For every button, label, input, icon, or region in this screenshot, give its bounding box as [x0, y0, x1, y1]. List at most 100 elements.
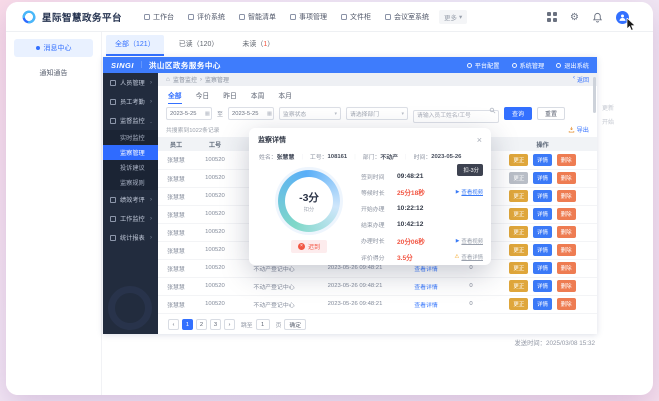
correct-button[interactable]: 更正 [509, 244, 529, 256]
nav-menu-item[interactable]: 文件柜 [341, 12, 371, 22]
embedded-sidebar-item[interactable]: 人员管理 › [103, 73, 158, 92]
prev-page-button[interactable]: ‹ [168, 319, 179, 330]
correct-button[interactable]: 更正 [509, 280, 529, 292]
supervision-detail-modal: 监察详情 × 姓名：张慧慧 工号：108161 部门：不动产 [249, 128, 491, 265]
table-header-cell: 工号 [194, 137, 236, 151]
detail-button[interactable]: 详情 [532, 226, 552, 238]
close-icon[interactable]: × [476, 134, 482, 145]
detail-button[interactable]: 详情 [532, 298, 552, 310]
nav-menu-label: 会议室系统 [394, 13, 430, 21]
brand-logo-icon [22, 10, 36, 23]
page-button[interactable]: 3 [210, 319, 221, 330]
date-quick-tab[interactable]: 本周 [250, 93, 265, 100]
message-tab[interactable]: 已读（120） [178, 41, 219, 48]
detail-button[interactable]: 详情 [532, 190, 552, 202]
date-quick-tab[interactable]: 今日 [195, 93, 210, 100]
sidebar-item-message-center[interactable]: 消息中心 [14, 39, 93, 57]
embedded-sidebar-item[interactable]: 工作监控 › [103, 209, 158, 228]
employee-search-field[interactable] [413, 104, 500, 123]
apps-icon[interactable] [547, 12, 558, 22]
detail-extra-link[interactable]: 扣-3分 [457, 164, 483, 176]
embedded-header-link[interactable]: 平台配置 [466, 61, 500, 70]
delete-button[interactable]: 删除 [556, 262, 576, 274]
send-time: 发送时间：2025/03/08 15:32 [514, 340, 595, 347]
correct-button[interactable]: 更正 [509, 298, 529, 310]
notification-bell-icon[interactable] [592, 12, 603, 23]
delete-button[interactable]: 删除 [556, 153, 576, 166]
nav-menu-item[interactable]: 评价系统 [188, 12, 225, 22]
detail-extra-link[interactable]: 查看视频 [456, 237, 483, 245]
nav-menu-label: 评价系统 [197, 13, 226, 21]
embedded-sidebar-item[interactable]: 投诉建议 [103, 160, 158, 175]
date-quick-tab[interactable]: 本月 [278, 93, 292, 100]
detail-button[interactable]: 详情 [532, 280, 552, 292]
more-menu-button[interactable]: 更多 ▾ [439, 9, 468, 24]
correct-button[interactable]: 更正 [509, 262, 529, 274]
embedded-sidebar-item[interactable]: 统计报表 › [103, 228, 158, 247]
embedded-sidebar-item[interactable]: 绩效考评 › [103, 190, 158, 209]
chevron-icon: › [150, 196, 152, 203]
nav-menu-item[interactable]: 事项管理 [290, 12, 327, 22]
delete-button[interactable]: 删除 [556, 172, 576, 184]
status-select[interactable]: 监察状态 ▾ [279, 107, 342, 120]
date-from-input[interactable]: ▦ [166, 107, 212, 120]
export-button[interactable]: 导出 [568, 125, 589, 134]
user-avatar[interactable] [616, 10, 629, 24]
embedded-sidebar-item[interactable]: 员工考勤 › [103, 92, 158, 111]
correct-button[interactable]: 更正 [509, 153, 529, 166]
jump-confirm-button[interactable]: 确定 [284, 319, 307, 330]
back-button[interactable]: ‹ 返回 [572, 75, 589, 84]
detail-button[interactable]: 详情 [532, 208, 552, 220]
query-button[interactable]: 查询 [504, 107, 533, 120]
detail-button[interactable]: 详情 [532, 172, 552, 184]
view-detail-link[interactable]: 查看详情 [414, 284, 438, 291]
view-detail-link[interactable]: 查看详情 [414, 266, 438, 273]
delete-button[interactable]: 删除 [556, 208, 576, 220]
correct-button[interactable]: 更正 [509, 226, 529, 238]
embedded-header-link[interactable]: 退出系统 [556, 61, 589, 70]
date-to-input[interactable]: ▦ [228, 107, 275, 120]
nav-menu-label: 文件柜 [350, 13, 372, 21]
embedded-sidebar-icon [110, 79, 116, 86]
detail-button[interactable]: 详情 [532, 262, 552, 274]
delete-button[interactable]: 删除 [556, 280, 576, 292]
delete-button[interactable]: 删除 [556, 298, 576, 310]
detail-button[interactable]: 详情 [532, 153, 552, 166]
reset-button[interactable]: 重置 [537, 107, 566, 120]
next-page-button[interactable]: › [224, 319, 235, 330]
message-tab[interactable]: 全部（121） [106, 35, 164, 56]
detail-extra-link[interactable]: 查看视频 [456, 188, 483, 196]
department-select[interactable]: 请选择部门 ▾ [346, 107, 409, 120]
date-quick-tab[interactable]: 全部 [168, 90, 182, 104]
nav-menu-item[interactable]: 会议室系统 [385, 12, 429, 22]
embedded-sidebar-item[interactable]: 监察管理 [103, 145, 158, 160]
correct-button[interactable]: 更正 [509, 208, 529, 220]
page-jump-input[interactable] [255, 319, 270, 330]
message-tab[interactable]: 未读（1） [242, 41, 275, 48]
page-button[interactable]: 2 [196, 319, 207, 330]
sidebar-item-notice[interactable]: 通知通告 [39, 70, 68, 77]
embedded-sidebar-item[interactable]: 监督监控 ˯ [103, 111, 158, 130]
embedded-sidebar-item[interactable]: 实时监控 [103, 130, 158, 145]
view-detail-link[interactable]: 查看详情 [414, 302, 438, 309]
date-quick-tabs: 全部 今日 昨日 本周 本月 [168, 90, 292, 104]
settings-gear-icon[interactable]: ⚙ [570, 11, 579, 23]
date-quick-tab[interactable]: 昨日 [223, 93, 237, 100]
delete-button[interactable]: 删除 [556, 226, 576, 238]
nav-menu-item[interactable]: 工作台 [144, 12, 174, 22]
cell-code: 100520 [194, 259, 236, 278]
delete-button[interactable]: 删除 [556, 190, 576, 202]
embedded-sidebar-item[interactable]: 监察规则 [103, 175, 158, 190]
chevron-icon: ˯ [150, 117, 152, 124]
page-button[interactable]: 1 [182, 319, 193, 330]
embedded-header-link[interactable]: 系统管理 [511, 61, 544, 70]
detail-button[interactable]: 详情 [532, 244, 552, 256]
scrollbar-thumb[interactable] [593, 77, 596, 113]
search-input[interactable] [413, 109, 500, 123]
correct-button[interactable]: 更正 [509, 190, 529, 202]
delete-button[interactable]: 删除 [556, 244, 576, 256]
detail-extra-link[interactable]: 查看详情 [455, 253, 483, 261]
nav-menu-item[interactable]: 智能清单 [239, 12, 276, 22]
correct-button[interactable]: 更正 [509, 172, 529, 184]
deduction-value: 0 [469, 301, 473, 307]
